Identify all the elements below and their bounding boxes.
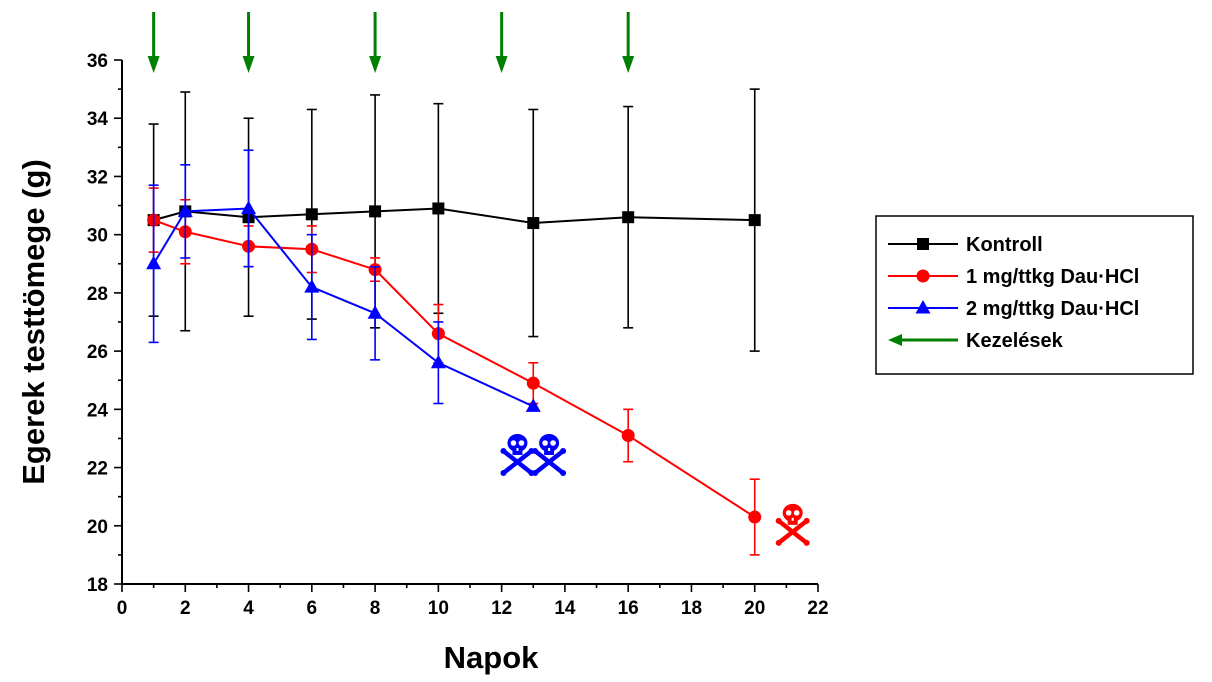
legend-item-kontroll: Kontroll: [888, 234, 1043, 256]
x-tick-label: 14: [554, 598, 576, 619]
y-tick-label: 22: [87, 459, 108, 480]
x-tick-label: 10: [428, 598, 449, 619]
x-axis-title: Napok: [444, 640, 540, 675]
treatment-arrow: [242, 12, 255, 73]
data-point: [622, 211, 635, 224]
data-point: [305, 208, 318, 221]
y-tick-label: 18: [87, 575, 108, 596]
data-point: [241, 200, 257, 214]
x-tick-label: 12: [491, 598, 512, 619]
y-tick-label: 32: [87, 167, 108, 188]
series-2-mg-ttkg-dau-hcl: [146, 149, 541, 412]
treatment-arrow-head: [622, 56, 635, 73]
x-tick-label: 22: [807, 598, 828, 619]
skull-crossbones-icon: [776, 504, 810, 546]
y-tick-label: 28: [87, 284, 108, 305]
legend-marker: [917, 238, 929, 250]
data-point: [525, 398, 541, 412]
treatment-arrow: [622, 12, 635, 73]
x-tick-label: 4: [243, 598, 254, 619]
legend-item-2-mg-ttkg-dau-hcl: 2 mg/ttkg Dau·HCl: [888, 298, 1139, 320]
y-tick-label: 36: [87, 51, 108, 72]
data-point: [432, 202, 445, 215]
treatment-arrow-head: [369, 56, 382, 73]
series-layer: [146, 88, 762, 556]
treatment-arrow-head: [147, 56, 160, 73]
data-point: [369, 205, 382, 218]
data-point: [367, 305, 383, 319]
series-line: [153, 219, 756, 518]
x-tick-label: 0: [117, 598, 128, 619]
y-tick-label: 26: [87, 342, 108, 363]
x-tick-label: 6: [307, 598, 318, 619]
treatment-arrow-head: [495, 56, 508, 73]
treatment-arrow: [495, 12, 508, 73]
x-tick-label: 18: [681, 598, 702, 619]
skull-crossbones-icon: [500, 434, 534, 476]
data-point: [748, 214, 761, 227]
y-tick-label: 24: [87, 400, 109, 421]
series-kontroll: [147, 88, 761, 352]
y-tick-label: 20: [87, 517, 108, 538]
data-point: [621, 429, 635, 443]
treatment-arrow: [369, 12, 382, 73]
data-point: [527, 217, 540, 230]
data-point: [177, 203, 193, 217]
data-point: [748, 510, 762, 524]
y-tick-label: 34: [87, 109, 109, 130]
x-tick-label: 16: [618, 598, 639, 619]
legend-label: 1 mg/ttkg Dau·HCl: [966, 266, 1139, 288]
legend-label: 2 mg/ttkg Dau·HCl: [966, 298, 1139, 320]
legend-item-kezel-sek: Kezelések: [888, 330, 1064, 352]
treatment-arrow-head: [242, 56, 255, 73]
x-tick-label: 2: [180, 598, 191, 619]
legend-arrow-icon: [888, 334, 902, 346]
death-markers: [500, 434, 809, 546]
y-tick-label: 30: [87, 226, 108, 247]
legend-label: Kontroll: [966, 234, 1043, 256]
legend-marker: [916, 269, 930, 283]
y-axis-title: Egerek testtömege (g): [16, 159, 51, 485]
data-point: [146, 255, 162, 270]
legend-label: Kezelések: [966, 330, 1064, 352]
data-point: [526, 376, 540, 390]
treatment-arrows: [147, 12, 635, 73]
data-point: [430, 354, 446, 369]
x-tick-label: 20: [744, 598, 765, 619]
treatment-arrow: [147, 12, 160, 73]
series-1-mg-ttkg-dau-hcl: [147, 187, 762, 556]
x-tick-label: 8: [370, 598, 381, 619]
legend-marker: [915, 300, 931, 314]
data-point: [304, 279, 320, 293]
legend: Kontroll 1 mg/ttkg Dau·HCl 2 mg/ttkg Dau·H…: [875, 215, 1194, 375]
legend-item-1-mg-ttkg-dau-hcl: 1 mg/ttkg Dau·HCl: [888, 266, 1139, 288]
skull-crossbones-icon: [532, 434, 566, 476]
